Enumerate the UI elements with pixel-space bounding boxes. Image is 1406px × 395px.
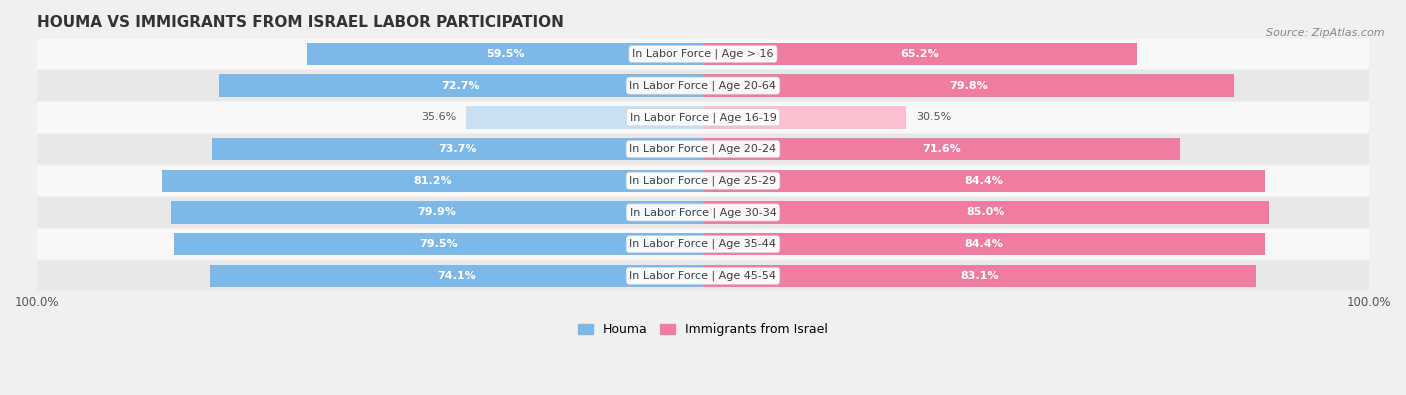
Bar — [307, 43, 703, 65]
Bar — [209, 265, 703, 287]
Bar — [703, 75, 1234, 97]
Bar — [37, 197, 1369, 228]
Text: 83.1%: 83.1% — [960, 271, 998, 281]
Text: 30.5%: 30.5% — [917, 112, 952, 122]
Text: 79.9%: 79.9% — [418, 207, 457, 217]
Bar — [172, 201, 703, 224]
Bar — [37, 70, 1369, 101]
Text: 74.1%: 74.1% — [437, 271, 475, 281]
Bar — [703, 169, 1265, 192]
Text: 79.5%: 79.5% — [419, 239, 458, 249]
Text: 79.8%: 79.8% — [949, 81, 988, 91]
Text: 35.6%: 35.6% — [420, 112, 456, 122]
Text: In Labor Force | Age 20-24: In Labor Force | Age 20-24 — [630, 144, 776, 154]
Bar — [37, 134, 1369, 164]
Bar — [465, 106, 703, 128]
Legend: Houma, Immigrants from Israel: Houma, Immigrants from Israel — [572, 318, 834, 341]
Bar — [703, 43, 1137, 65]
Bar — [37, 102, 1369, 133]
Bar — [37, 166, 1369, 196]
Bar — [703, 201, 1268, 224]
Bar — [703, 265, 1256, 287]
Text: In Labor Force | Age 16-19: In Labor Force | Age 16-19 — [630, 112, 776, 122]
Bar — [163, 169, 703, 192]
Text: 59.5%: 59.5% — [485, 49, 524, 59]
Text: In Labor Force | Age 20-64: In Labor Force | Age 20-64 — [630, 81, 776, 91]
Text: 84.4%: 84.4% — [965, 176, 1004, 186]
Bar — [37, 261, 1369, 291]
Bar — [703, 138, 1180, 160]
Text: In Labor Force | Age 25-29: In Labor Force | Age 25-29 — [630, 175, 776, 186]
Bar — [703, 233, 1265, 255]
Text: In Labor Force | Age > 16: In Labor Force | Age > 16 — [633, 49, 773, 59]
Text: 85.0%: 85.0% — [967, 207, 1005, 217]
Text: 73.7%: 73.7% — [439, 144, 477, 154]
Bar — [174, 233, 703, 255]
Text: HOUMA VS IMMIGRANTS FROM ISRAEL LABOR PARTICIPATION: HOUMA VS IMMIGRANTS FROM ISRAEL LABOR PA… — [37, 15, 564, 30]
Bar — [703, 106, 905, 128]
Text: In Labor Force | Age 30-34: In Labor Force | Age 30-34 — [630, 207, 776, 218]
Text: In Labor Force | Age 45-54: In Labor Force | Age 45-54 — [630, 271, 776, 281]
Bar — [37, 39, 1369, 69]
Text: 72.7%: 72.7% — [441, 81, 481, 91]
Text: Source: ZipAtlas.com: Source: ZipAtlas.com — [1267, 28, 1385, 38]
Text: 81.2%: 81.2% — [413, 176, 451, 186]
Text: 71.6%: 71.6% — [922, 144, 960, 154]
Text: In Labor Force | Age 35-44: In Labor Force | Age 35-44 — [630, 239, 776, 249]
Text: 84.4%: 84.4% — [965, 239, 1004, 249]
Bar — [212, 138, 703, 160]
Bar — [219, 75, 703, 97]
Text: 65.2%: 65.2% — [901, 49, 939, 59]
Bar — [37, 229, 1369, 260]
